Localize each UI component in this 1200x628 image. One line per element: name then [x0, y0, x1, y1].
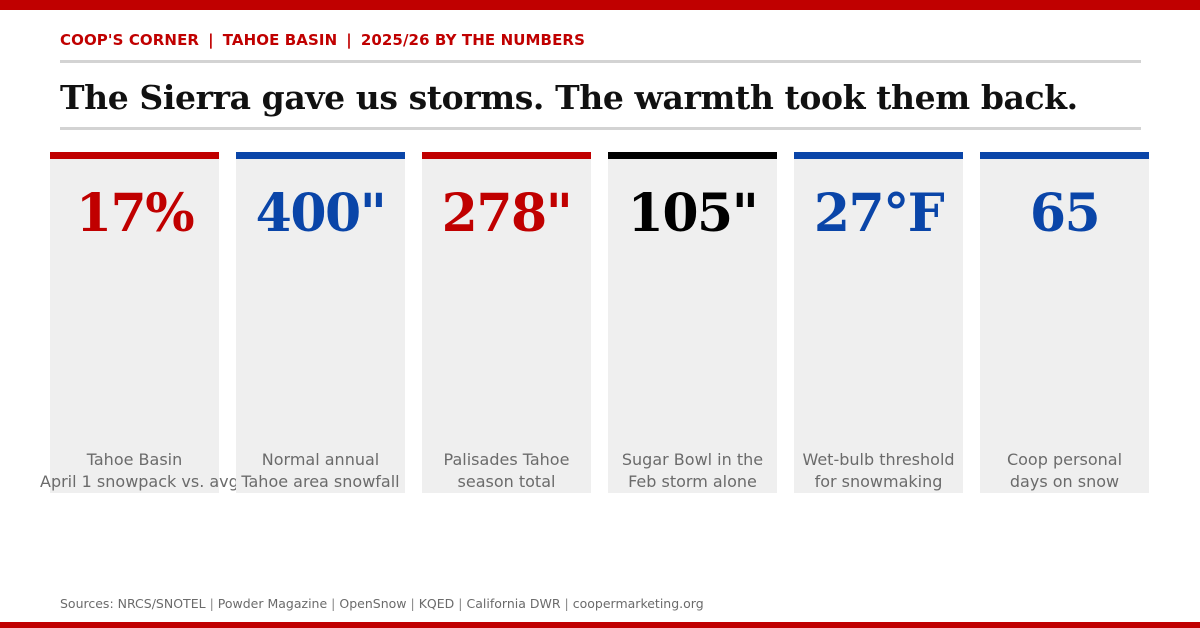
- header-rule-bottom: [60, 127, 1141, 130]
- stat-value: 27°F: [813, 183, 945, 244]
- kicker-region: TAHOE BASIN: [222, 31, 338, 49]
- stat-description: Sugar Bowl in the Feb storm alone: [598, 449, 787, 493]
- stat-description-line: for snowmaking: [814, 472, 943, 491]
- source-separator: |: [209, 596, 214, 611]
- source-link[interactable]: coopermarketing.org: [572, 596, 704, 611]
- source-separator: |: [458, 596, 463, 611]
- stat-description: Tahoe Basin April 1 snowpack vs. avg: [40, 449, 239, 493]
- kicker-season: 2025/26 BY THE NUMBERS: [360, 31, 585, 49]
- stat-description-line: Tahoe Basin: [86, 450, 183, 469]
- stat-card-sugar-bowl: 105" Sugar Bowl in the Feb storm alone: [608, 152, 777, 493]
- kicker-separator: |: [346, 31, 352, 49]
- stat-description-line: Sugar Bowl in the: [621, 450, 764, 469]
- stat-description: Normal annual Tahoe area snowfall: [226, 449, 415, 493]
- stat-description-line: Tahoe area snowfall: [241, 472, 400, 491]
- stat-card-snowpack: 17% Tahoe Basin April 1 snowpack vs. avg: [40, 152, 239, 493]
- stat-description: Palisades Tahoe season total: [412, 449, 601, 493]
- source-separator: |: [331, 596, 336, 611]
- stat-description: Wet-bulb threshold for snowmaking: [784, 449, 973, 493]
- stat-value: 105": [627, 183, 759, 244]
- source-separator: |: [410, 596, 415, 611]
- sources-label: Sources:: [60, 596, 114, 611]
- headline: The Sierra gave us storms. The warmth to…: [60, 78, 1078, 117]
- source-separator: |: [564, 596, 569, 611]
- top-accent-bar: [0, 0, 1200, 10]
- source-item: California DWR: [466, 596, 561, 611]
- stat-description: Coop personal days on snow: [970, 449, 1159, 493]
- kicker-separator: |: [208, 31, 214, 49]
- stat-card-days-on-snow: 65 Coop personal days on snow: [980, 152, 1149, 493]
- header-rule-top: [60, 60, 1141, 63]
- source-item: OpenSnow: [339, 596, 407, 611]
- stat-value: 278": [441, 183, 573, 244]
- source-item: NRCS/SNOTEL: [117, 596, 206, 611]
- stat-description-line: season total: [457, 472, 556, 491]
- stat-card-normal-snowfall: 400" Normal annual Tahoe area snowfall: [236, 152, 405, 493]
- source-item: Powder Magazine: [217, 596, 328, 611]
- stat-description-line: Coop personal: [1006, 450, 1123, 469]
- stat-value: 65: [1029, 183, 1101, 244]
- stat-description-line: Wet-bulb threshold: [802, 450, 955, 469]
- kicker-series: COOP'S CORNER: [60, 31, 200, 49]
- stat-description-line: days on snow: [1009, 472, 1120, 491]
- stat-description-line: Feb storm alone: [628, 472, 757, 491]
- bottom-accent-bar: [0, 622, 1200, 628]
- stat-description-line: Normal annual: [261, 450, 380, 469]
- stat-description-line: Palisades Tahoe: [443, 450, 570, 469]
- stat-card-wet-bulb: 27°F Wet-bulb threshold for snowmaking: [794, 152, 963, 493]
- source-item: KQED: [418, 596, 455, 611]
- stat-card-palisades: 278" Palisades Tahoe season total: [422, 152, 591, 493]
- stat-value: 17%: [75, 183, 195, 244]
- stat-value: 400": [255, 183, 387, 244]
- sources-line: Sources: NRCS/SNOTEL | Powder Magazine | Ope…: [60, 596, 704, 611]
- kicker: COOP'S CORNER | TAHOE BASIN | 2025/26 BY THE…: [60, 31, 585, 51]
- stat-description-line: April 1 snowpack vs. avg: [40, 472, 239, 491]
